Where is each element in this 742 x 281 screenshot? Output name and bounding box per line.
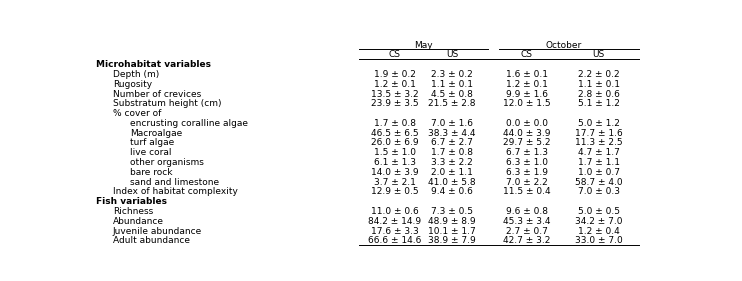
Text: 41.0 ± 5.8: 41.0 ± 5.8 xyxy=(428,178,476,187)
Text: CS: CS xyxy=(389,50,401,59)
Text: 1.2 ± 0.4: 1.2 ± 0.4 xyxy=(578,226,620,235)
Text: Substratum height (cm): Substratum height (cm) xyxy=(113,99,221,108)
Text: 1.9 ± 0.2: 1.9 ± 0.2 xyxy=(374,70,416,79)
Text: Index of habitat complexity: Index of habitat complexity xyxy=(113,187,237,196)
Text: 1.1 ± 0.1: 1.1 ± 0.1 xyxy=(578,80,620,89)
Text: 2.3 ± 0.2: 2.3 ± 0.2 xyxy=(431,70,473,79)
Text: 1.0 ± 0.7: 1.0 ± 0.7 xyxy=(578,168,620,177)
Text: 4.5 ± 0.8: 4.5 ± 0.8 xyxy=(431,90,473,99)
Text: 46.5 ± 6.5: 46.5 ± 6.5 xyxy=(371,129,418,138)
Text: encrusting coralline algae: encrusting coralline algae xyxy=(130,119,248,128)
Text: Depth (m): Depth (m) xyxy=(113,70,159,79)
Text: 6.7 ± 2.7: 6.7 ± 2.7 xyxy=(431,139,473,148)
Text: 29.7 ± 5.2: 29.7 ± 5.2 xyxy=(503,139,551,148)
Text: 21.5 ± 2.8: 21.5 ± 2.8 xyxy=(428,99,476,108)
Text: 11.3 ± 2.5: 11.3 ± 2.5 xyxy=(575,139,623,148)
Text: 7.0 ± 0.3: 7.0 ± 0.3 xyxy=(578,187,620,196)
Text: 1.5 ± 1.0: 1.5 ± 1.0 xyxy=(374,148,416,157)
Text: 3.7 ± 2.1: 3.7 ± 2.1 xyxy=(374,178,416,187)
Text: live coral: live coral xyxy=(130,148,171,157)
Text: 33.0 ± 7.0: 33.0 ± 7.0 xyxy=(575,236,623,245)
Text: 58.7 ± 4.0: 58.7 ± 4.0 xyxy=(575,178,623,187)
Text: turf algae: turf algae xyxy=(130,139,174,148)
Text: 5.0 ± 1.2: 5.0 ± 1.2 xyxy=(578,119,620,128)
Text: 17.6 ± 3.3: 17.6 ± 3.3 xyxy=(371,226,418,235)
Text: 4.7 ± 1.7: 4.7 ± 1.7 xyxy=(578,148,620,157)
Text: 13.5 ± 3.2: 13.5 ± 3.2 xyxy=(371,90,418,99)
Text: 7.3 ± 0.5: 7.3 ± 0.5 xyxy=(431,207,473,216)
Text: 1.1 ± 0.1: 1.1 ± 0.1 xyxy=(431,80,473,89)
Text: 5.1 ± 1.2: 5.1 ± 1.2 xyxy=(578,99,620,108)
Text: Fish variables: Fish variables xyxy=(96,197,167,206)
Text: Abundance: Abundance xyxy=(113,217,164,226)
Text: 23.9 ± 3.5: 23.9 ± 3.5 xyxy=(371,99,418,108)
Text: 11.0 ± 0.6: 11.0 ± 0.6 xyxy=(371,207,418,216)
Text: 1.7 ± 0.8: 1.7 ± 0.8 xyxy=(374,119,416,128)
Text: 0.0 ± 0.0: 0.0 ± 0.0 xyxy=(506,119,548,128)
Text: 44.0 ± 3.9: 44.0 ± 3.9 xyxy=(503,129,551,138)
Text: Richness: Richness xyxy=(113,207,153,216)
Text: % cover of: % cover of xyxy=(113,109,161,118)
Text: 6.3 ± 1.9: 6.3 ± 1.9 xyxy=(506,168,548,177)
Text: 45.3 ± 3.4: 45.3 ± 3.4 xyxy=(503,217,551,226)
Text: 1.2 ± 0.1: 1.2 ± 0.1 xyxy=(374,80,416,89)
Text: 48.9 ± 8.9: 48.9 ± 8.9 xyxy=(428,217,476,226)
Text: October: October xyxy=(545,41,581,50)
Text: 6.3 ± 1.0: 6.3 ± 1.0 xyxy=(506,158,548,167)
Text: 38.9 ± 7.9: 38.9 ± 7.9 xyxy=(428,236,476,245)
Text: 9.9 ± 1.6: 9.9 ± 1.6 xyxy=(506,90,548,99)
Text: 1.7 ± 1.1: 1.7 ± 1.1 xyxy=(578,158,620,167)
Text: 5.0 ± 0.5: 5.0 ± 0.5 xyxy=(578,207,620,216)
Text: 7.0 ± 1.6: 7.0 ± 1.6 xyxy=(431,119,473,128)
Text: other organisms: other organisms xyxy=(130,158,204,167)
Text: 2.7 ± 0.7: 2.7 ± 0.7 xyxy=(506,226,548,235)
Text: Microhabitat variables: Microhabitat variables xyxy=(96,60,211,69)
Text: US: US xyxy=(446,50,459,59)
Text: Rugosity: Rugosity xyxy=(113,80,152,89)
Text: 9.6 ± 0.8: 9.6 ± 0.8 xyxy=(506,207,548,216)
Text: 26.0 ± 6.9: 26.0 ± 6.9 xyxy=(371,139,418,148)
Text: 2.8 ± 0.6: 2.8 ± 0.6 xyxy=(578,90,620,99)
Text: bare rock: bare rock xyxy=(130,168,173,177)
Text: 12.0 ± 1.5: 12.0 ± 1.5 xyxy=(503,99,551,108)
Text: 10.1 ± 1.7: 10.1 ± 1.7 xyxy=(428,226,476,235)
Text: 12.9 ± 0.5: 12.9 ± 0.5 xyxy=(371,187,418,196)
Text: 1.2 ± 0.1: 1.2 ± 0.1 xyxy=(506,80,548,89)
Text: 1.6 ± 0.1: 1.6 ± 0.1 xyxy=(506,70,548,79)
Text: 7.0 ± 2.2: 7.0 ± 2.2 xyxy=(506,178,548,187)
Text: CS: CS xyxy=(521,50,533,59)
Text: 11.5 ± 0.4: 11.5 ± 0.4 xyxy=(503,187,551,196)
Text: US: US xyxy=(593,50,605,59)
Text: 6.1 ± 1.3: 6.1 ± 1.3 xyxy=(374,158,416,167)
Text: 38.3 ± 4.4: 38.3 ± 4.4 xyxy=(428,129,476,138)
Text: May: May xyxy=(414,41,433,50)
Text: 42.7 ± 3.2: 42.7 ± 3.2 xyxy=(503,236,551,245)
Text: 84.2 ± 14.9: 84.2 ± 14.9 xyxy=(368,217,421,226)
Text: 2.2 ± 0.2: 2.2 ± 0.2 xyxy=(578,70,620,79)
Text: 17.7 ± 1.6: 17.7 ± 1.6 xyxy=(575,129,623,138)
Text: 14.0 ± 3.9: 14.0 ± 3.9 xyxy=(371,168,418,177)
Text: 2.0 ± 1.1: 2.0 ± 1.1 xyxy=(431,168,473,177)
Text: 1.7 ± 0.8: 1.7 ± 0.8 xyxy=(431,148,473,157)
Text: 3.3 ± 2.2: 3.3 ± 2.2 xyxy=(431,158,473,167)
Text: 34.2 ± 7.0: 34.2 ± 7.0 xyxy=(575,217,623,226)
Text: 9.4 ± 0.6: 9.4 ± 0.6 xyxy=(431,187,473,196)
Text: Number of crevices: Number of crevices xyxy=(113,90,201,99)
Text: Macroalgae: Macroalgae xyxy=(130,129,183,138)
Text: Adult abundance: Adult abundance xyxy=(113,236,190,245)
Text: 6.7 ± 1.3: 6.7 ± 1.3 xyxy=(506,148,548,157)
Text: 66.6 ± 14.6: 66.6 ± 14.6 xyxy=(368,236,421,245)
Text: Juvenile abundance: Juvenile abundance xyxy=(113,226,202,235)
Text: sand and limestone: sand and limestone xyxy=(130,178,219,187)
